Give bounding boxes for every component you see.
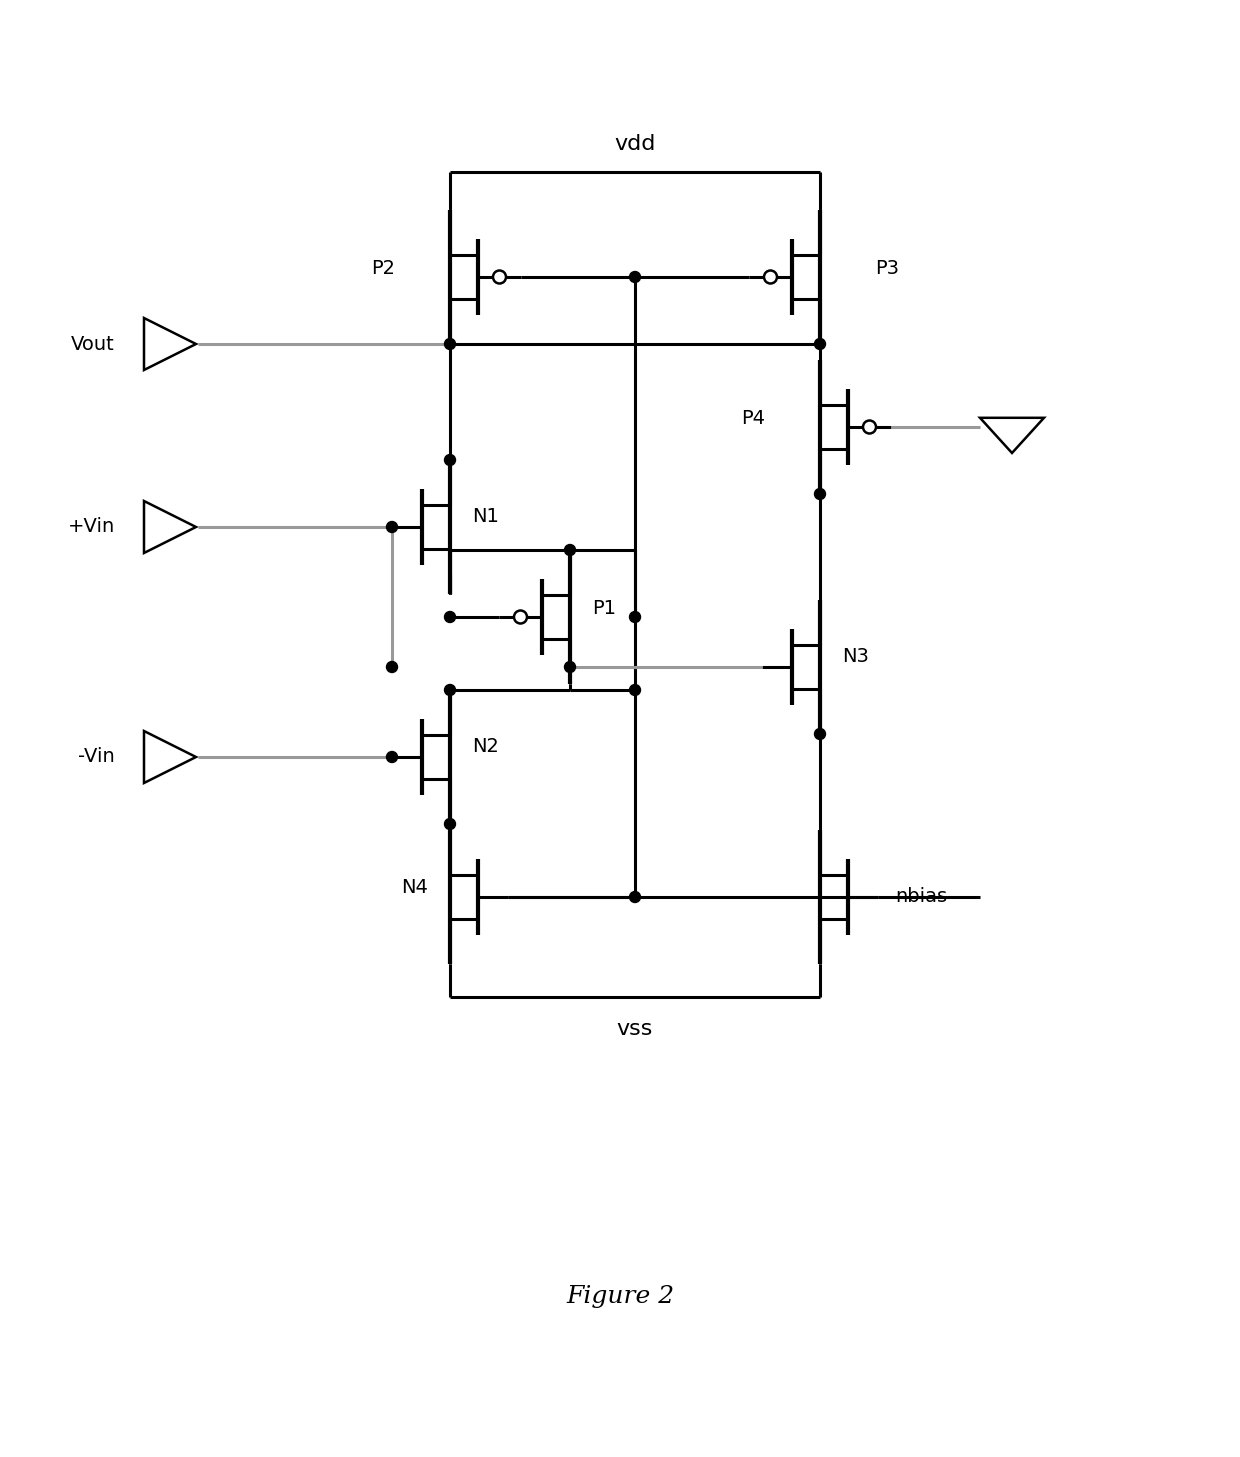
Circle shape (515, 610, 527, 624)
Text: P1: P1 (591, 599, 616, 619)
Text: nbias: nbias (895, 887, 947, 906)
Circle shape (815, 728, 826, 740)
Circle shape (387, 661, 398, 673)
Circle shape (444, 819, 455, 829)
Text: vdd: vdd (614, 134, 656, 154)
Circle shape (630, 685, 641, 695)
Circle shape (815, 338, 826, 350)
Text: P3: P3 (875, 259, 899, 278)
Circle shape (815, 488, 826, 500)
Circle shape (387, 752, 398, 762)
Text: N1: N1 (472, 507, 498, 526)
Polygon shape (144, 731, 196, 782)
Circle shape (444, 685, 455, 695)
Circle shape (387, 522, 398, 532)
Circle shape (564, 545, 575, 555)
Circle shape (863, 421, 875, 434)
Circle shape (444, 455, 455, 465)
Circle shape (494, 271, 506, 284)
Circle shape (444, 612, 455, 622)
Text: N4: N4 (401, 877, 428, 896)
Text: Figure 2: Figure 2 (565, 1285, 675, 1308)
Polygon shape (144, 501, 196, 554)
Circle shape (630, 271, 641, 283)
Text: N2: N2 (472, 737, 498, 756)
Text: +Vin: +Vin (68, 517, 115, 536)
Text: Vout: Vout (71, 335, 115, 354)
Circle shape (564, 661, 575, 673)
Text: P4: P4 (742, 409, 765, 428)
Text: P2: P2 (371, 259, 396, 278)
Polygon shape (144, 318, 196, 370)
Circle shape (444, 338, 455, 350)
Text: vss: vss (616, 1018, 653, 1039)
Text: -Vin: -Vin (78, 747, 115, 766)
Text: N3: N3 (842, 647, 869, 666)
Circle shape (764, 271, 777, 284)
Circle shape (630, 612, 641, 622)
Polygon shape (980, 418, 1044, 453)
Circle shape (630, 892, 641, 902)
